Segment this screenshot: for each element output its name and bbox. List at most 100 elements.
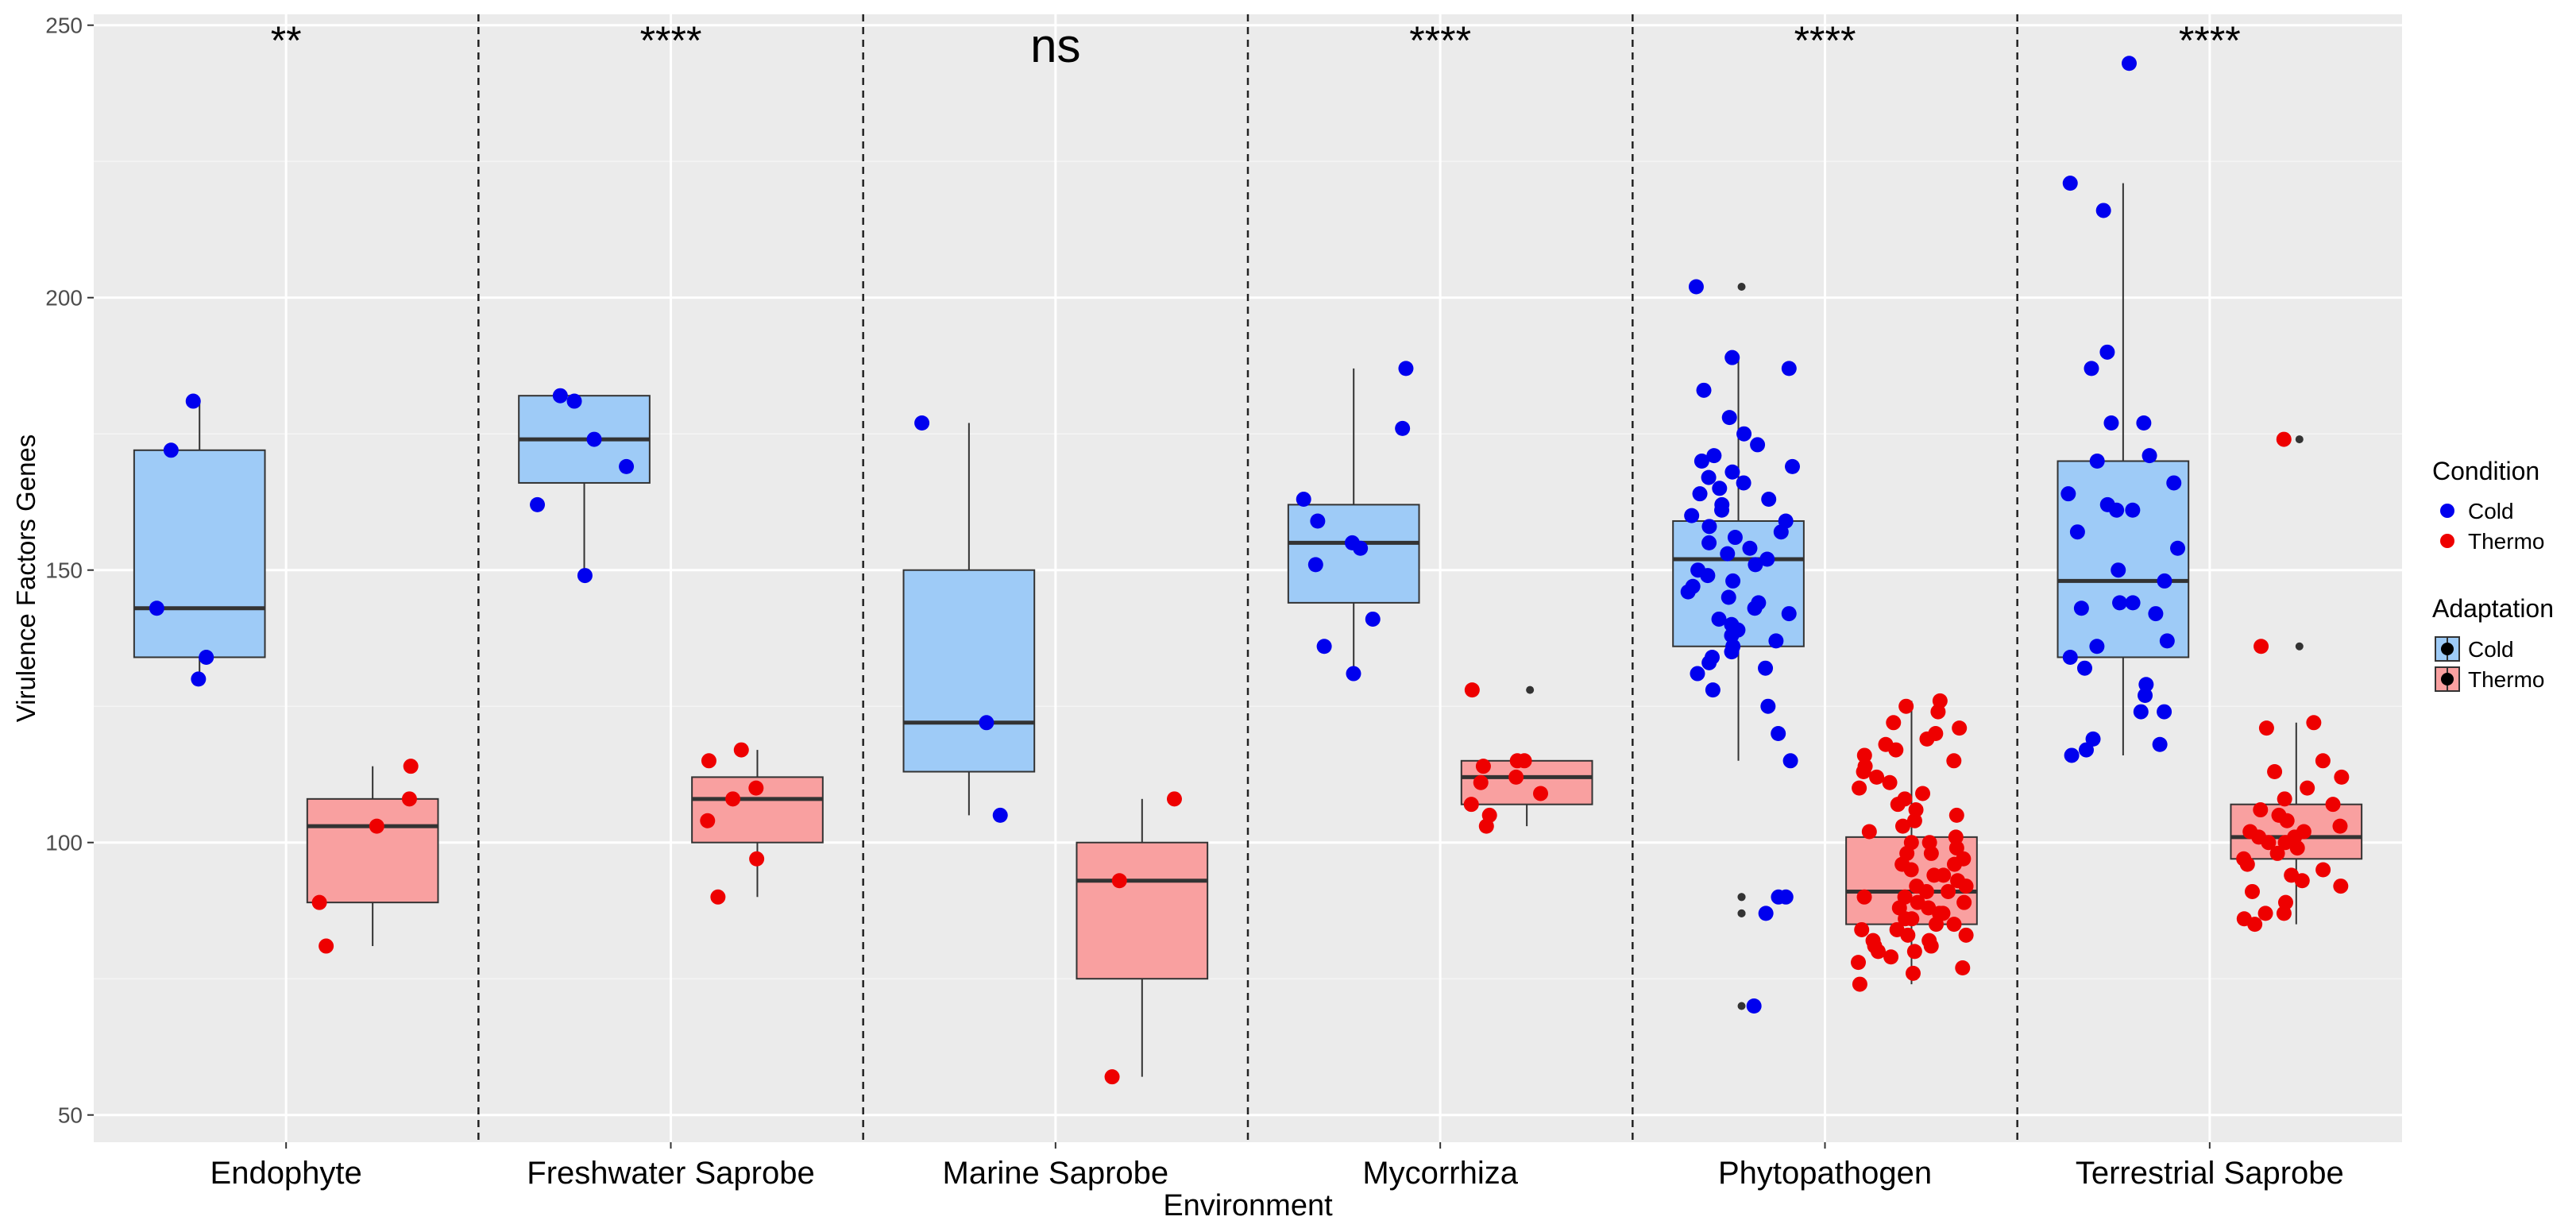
data-point [1852,780,1867,796]
data-point [1773,524,1789,540]
data-point [2085,731,2101,747]
legend: Condition Cold Thermo Adaptation Cold Th… [2432,457,2554,692]
data-point [1930,704,1946,720]
data-point [1869,769,1885,785]
data-point [1395,420,1411,436]
significance-label: **** [1409,18,1471,63]
data-point [1473,774,1489,790]
data-point [1725,573,1741,589]
data-point [1700,568,1716,584]
data-point [566,393,582,409]
x-tick-label: Endophyte [210,1156,362,1191]
data-point [1750,437,1766,453]
data-point [2138,677,2154,693]
data-point [369,818,384,834]
data-point [1759,551,1775,567]
data-point [2069,524,2085,540]
data-point [2111,562,2126,578]
data-point [1721,410,1737,426]
data-point [2062,649,2078,665]
outlier-point [2295,435,2304,444]
data-point [2112,595,2128,611]
data-point [163,442,179,458]
data-point [577,568,593,584]
data-point [1344,535,1360,550]
data-point [2064,747,2080,763]
data-point [2166,475,2182,491]
data-point [2138,687,2153,703]
data-point [1310,513,1326,529]
data-point [1701,519,1717,535]
data-point [1941,883,1956,899]
group-separators [477,14,2018,1142]
data-point [1905,965,1921,981]
data-point [1509,753,1525,769]
data-point [748,780,764,796]
data-point [1781,606,1797,622]
data-point [1746,998,1762,1014]
data-point [1936,867,1952,883]
data-point [530,496,546,512]
data-point [1711,611,1727,627]
data-point [2279,813,2295,828]
data-point [749,851,765,867]
data-point [1508,769,1524,785]
data-point [1724,644,1740,660]
data-point [2247,917,2263,933]
data-point [149,600,164,616]
data-point [2136,415,2152,431]
data-point [2276,431,2292,447]
data-point [1852,976,1867,992]
data-point [1903,862,1919,878]
data-point [2239,856,2255,872]
data-point [1923,845,1939,861]
data-point [1705,682,1721,698]
data-point [1851,955,1867,971]
legend-adaptation-title: Adaptation [2432,594,2554,623]
box-iqr [1287,504,1420,604]
data-point [1768,633,1784,649]
data-point [1919,731,1935,747]
data-point [1398,361,1414,377]
data-point [1882,774,1898,790]
data-point [1701,535,1717,550]
data-point [2148,606,2164,622]
x-tick-label: Freshwater Saprobe [527,1156,814,1191]
data-point [2099,344,2115,360]
data-point [1758,660,1774,676]
data-point [1727,530,1743,546]
data-point [1782,753,1798,769]
data-point [701,753,716,769]
data-point [2277,791,2292,807]
box-iqr [306,797,439,904]
x-axis-title: Environment [1163,1189,1333,1222]
data-point [1898,698,1914,714]
data-point [1742,540,1758,556]
box-iqr [2057,460,2190,658]
data-point [1111,873,1127,889]
data-point [2157,704,2172,720]
data-point [2315,753,2331,769]
box-iqr [902,569,1036,773]
data-point [1690,666,1705,682]
x-tick-label: Terrestrial Saprobe [2076,1156,2344,1191]
data-point [1952,720,1968,736]
data-point [1946,753,1962,769]
y-axis-title: Virulence Factors Genes [11,434,41,723]
data-point [1929,917,1945,933]
data-point [1760,698,1776,714]
data-point [725,791,741,807]
data-point [2244,883,2260,899]
box-iqr [1076,841,1209,980]
data-point [992,807,1008,823]
significance-label: ** [271,18,302,63]
significance-label: **** [640,18,702,63]
data-point [1481,807,1497,823]
data-point [1701,469,1717,485]
data-point [319,938,334,954]
outlier-point [1737,909,1746,917]
data-point [2253,802,2269,818]
data-point [1935,906,1951,921]
data-point [2142,448,2157,464]
axes: 50 100 150 200 250 Endophyte Freshwater Saprob… [45,14,2344,1191]
